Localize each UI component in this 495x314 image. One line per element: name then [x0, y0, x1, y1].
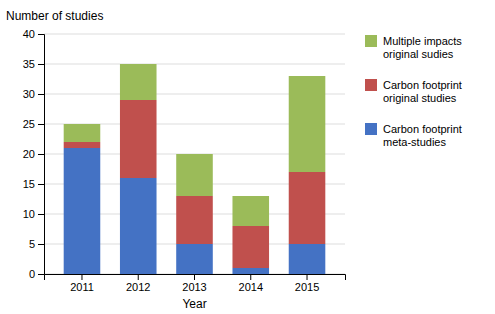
- tick-mark: [194, 274, 195, 280]
- bar: [289, 244, 326, 274]
- tick-mark: [38, 274, 44, 275]
- tick: 5: [29, 238, 44, 250]
- series: [64, 100, 326, 268]
- bar: [176, 196, 213, 244]
- tick: 20: [23, 148, 44, 160]
- tick: 30: [23, 88, 44, 100]
- bars: [64, 64, 326, 274]
- legend-item: Carbon footprintoriginal studies: [365, 79, 462, 104]
- tick-mark: [38, 244, 44, 245]
- x-axis: 2011 2012 2013 2014 2015: [45, 274, 346, 293]
- bar: [176, 154, 213, 196]
- tick-label: 2015: [295, 281, 319, 293]
- tick-mark: [38, 154, 44, 155]
- bar: [120, 64, 157, 100]
- axis-line: [45, 275, 346, 281]
- tick-label: 15: [23, 178, 35, 190]
- tick: 15: [23, 178, 44, 190]
- tick-label: 30: [23, 88, 35, 100]
- bar: [289, 76, 326, 172]
- bar: [232, 196, 269, 226]
- legend-label-line: Multiple impacts: [383, 35, 462, 47]
- tick: 25: [23, 118, 44, 130]
- tick-label: 2013: [182, 281, 206, 293]
- legend-item: Multiple impactsoriginal sudies: [365, 35, 462, 60]
- bar: [232, 226, 269, 268]
- series: [64, 148, 326, 274]
- tick-mark: [38, 94, 44, 95]
- bar: [176, 244, 213, 274]
- tick-label: 10: [23, 208, 35, 220]
- legend-label: Carbon footprintoriginal studies: [383, 79, 462, 104]
- y-axis-title: Number of studies: [6, 9, 103, 23]
- series: [64, 64, 326, 226]
- tick: 2013: [182, 274, 206, 293]
- axis-line: [38, 35, 45, 275]
- legend-label-line: meta-studies: [383, 136, 446, 148]
- grid-line: [44, 34, 345, 35]
- tick-mark: [38, 34, 44, 35]
- grid: [44, 34, 345, 274]
- legend-label: Carbon footprintmeta-studies: [383, 123, 462, 148]
- tick-label: 20: [23, 148, 35, 160]
- tick-mark: [81, 274, 82, 280]
- legend-label-line: original sudies: [383, 48, 454, 60]
- bar: [232, 268, 269, 274]
- tick: 35: [23, 58, 44, 70]
- legend-swatch: [365, 35, 377, 47]
- legend-swatch: [365, 79, 377, 91]
- bar: [120, 100, 157, 178]
- tick: 40: [23, 28, 44, 40]
- tick: 10: [23, 208, 44, 220]
- tick-label: 2012: [126, 281, 150, 293]
- legend-swatch: [365, 123, 377, 135]
- plot: 2011 2012 2013 2014 2015 0 5 10 15 20 25 30 35 40 Year…: [6, 9, 462, 311]
- tick: 2014: [239, 274, 263, 293]
- bar: [64, 124, 101, 142]
- chart: 2011 2012 2013 2014 2015 0 5 10 15 20 25 30 35 40 Year…: [0, 0, 495, 314]
- tick: 0: [29, 268, 44, 280]
- tick-label: 2011: [70, 281, 94, 293]
- y-axis: 0 5 10 15 20 25 30 35 40: [23, 28, 45, 280]
- tick-mark: [307, 274, 308, 280]
- legend-label: Multiple impactsoriginal sudies: [383, 35, 462, 60]
- tick-mark: [38, 184, 44, 185]
- bar: [289, 172, 326, 244]
- legend-label-line: original studies: [383, 92, 457, 104]
- tick-mark: [138, 274, 139, 280]
- x-axis-title: Year: [182, 297, 206, 311]
- tick-label: 40: [23, 28, 35, 40]
- bar: [64, 142, 101, 148]
- tick-mark: [38, 64, 44, 65]
- tick-label: 35: [23, 58, 35, 70]
- tick-label: 2014: [239, 281, 263, 293]
- tick: 2012: [126, 274, 150, 293]
- tick-mark: [38, 214, 44, 215]
- bar: [64, 148, 101, 274]
- bar: [120, 178, 157, 274]
- grid-line: [44, 64, 345, 65]
- legend-item: Carbon footprintmeta-studies: [365, 123, 462, 148]
- legend-label-line: Carbon footprint: [383, 123, 462, 135]
- tick: 2011: [70, 274, 94, 293]
- legend-label-line: Carbon footprint: [383, 79, 462, 91]
- tick: 2015: [295, 274, 319, 293]
- tick-label: 0: [29, 268, 35, 280]
- legend: Multiple impactsoriginal sudies Carbon fo…: [365, 35, 462, 148]
- tick-mark: [38, 124, 44, 125]
- tick-mark: [250, 274, 251, 280]
- tick-label: 25: [23, 118, 35, 130]
- tick-label: 5: [29, 238, 35, 250]
